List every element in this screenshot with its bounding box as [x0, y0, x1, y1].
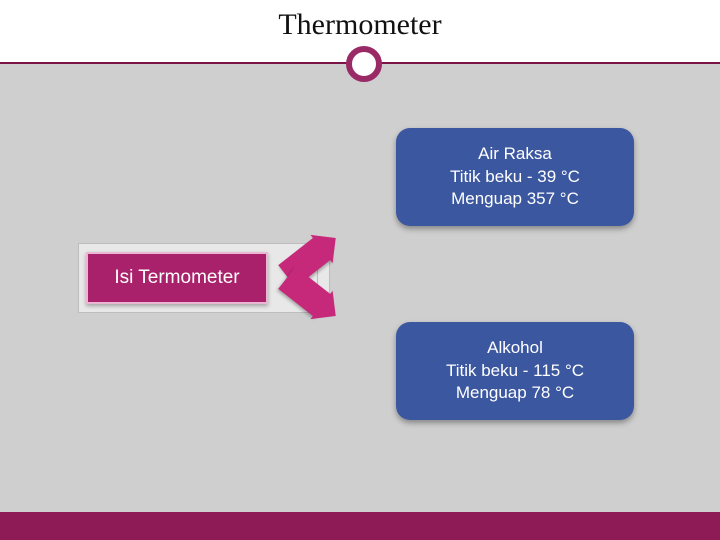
- mercury-freeze: Titik beku - 39 °C: [450, 166, 580, 189]
- source-label: Isi Termometer: [86, 252, 268, 304]
- page-title: Thermometer: [0, 8, 720, 42]
- mercury-boil: Menguap 357 °C: [451, 188, 579, 211]
- ring-ornament-icon: [346, 46, 382, 82]
- alcohol-name: Alkohol: [487, 337, 543, 360]
- alcohol-boil: Menguap 78 °C: [456, 382, 574, 405]
- slide-canvas: Thermometer Air Raksa Titik beku - 39 °C…: [0, 0, 720, 540]
- alcohol-freeze: Titik beku - 115 °C: [446, 360, 584, 383]
- source-label-text: Isi Termometer: [114, 267, 239, 289]
- mercury-name: Air Raksa: [478, 143, 552, 166]
- footer-bar: [0, 512, 720, 540]
- info-box-alcohol: Alkohol Titik beku - 115 °C Menguap 78 °…: [396, 322, 634, 420]
- info-box-mercury: Air Raksa Titik beku - 39 °C Menguap 357…: [396, 128, 634, 226]
